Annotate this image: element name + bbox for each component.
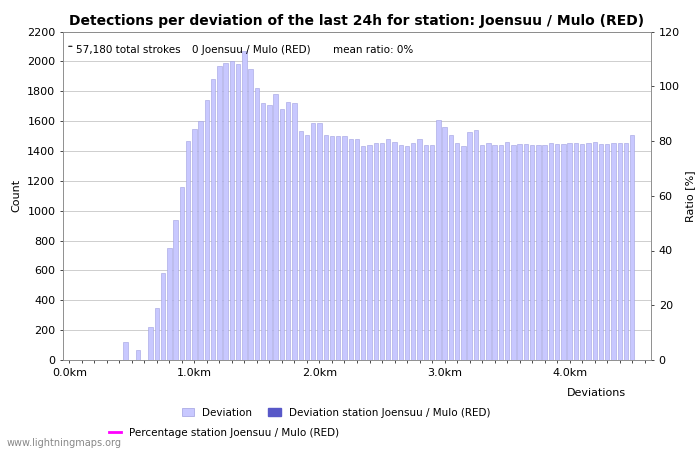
Bar bbox=[624, 143, 628, 360]
Bar bbox=[605, 144, 610, 360]
Bar bbox=[304, 135, 309, 360]
Bar bbox=[186, 141, 190, 360]
Text: www.lightningmaps.org: www.lightningmaps.org bbox=[7, 438, 122, 448]
Bar bbox=[386, 139, 391, 360]
Bar bbox=[280, 109, 284, 360]
Bar bbox=[592, 142, 597, 360]
Bar bbox=[330, 136, 334, 360]
Bar bbox=[398, 145, 403, 360]
Bar bbox=[342, 136, 346, 360]
Bar bbox=[136, 350, 140, 360]
Bar bbox=[617, 143, 622, 360]
Bar bbox=[368, 145, 372, 360]
Bar bbox=[392, 142, 397, 360]
Bar bbox=[574, 143, 578, 360]
Bar bbox=[230, 61, 234, 360]
Bar bbox=[193, 129, 197, 360]
Bar bbox=[455, 143, 459, 360]
Bar bbox=[236, 64, 240, 360]
Bar bbox=[355, 139, 359, 360]
Title: Detections per deviation of the last 24h for station: Joensuu / Mulo (RED): Detections per deviation of the last 24h… bbox=[69, 14, 645, 27]
Bar bbox=[255, 88, 259, 360]
Bar bbox=[274, 94, 278, 360]
Bar bbox=[180, 187, 184, 360]
Bar bbox=[549, 144, 553, 360]
Bar bbox=[461, 146, 466, 360]
Bar bbox=[317, 122, 322, 360]
Bar bbox=[630, 135, 634, 360]
Bar bbox=[598, 144, 603, 360]
Bar bbox=[524, 144, 528, 360]
Bar bbox=[261, 103, 265, 360]
Bar bbox=[361, 146, 365, 360]
Bar bbox=[155, 308, 159, 360]
Bar bbox=[486, 143, 491, 360]
Bar bbox=[449, 135, 453, 360]
Bar bbox=[555, 144, 559, 360]
Bar bbox=[511, 145, 516, 360]
Y-axis label: Count: Count bbox=[12, 179, 22, 212]
Bar bbox=[211, 79, 216, 360]
Bar bbox=[530, 145, 534, 360]
Bar bbox=[311, 122, 316, 360]
Bar bbox=[611, 143, 616, 360]
Bar bbox=[293, 103, 297, 360]
Bar bbox=[267, 105, 272, 360]
Bar bbox=[480, 145, 484, 360]
Bar bbox=[204, 100, 209, 360]
Bar bbox=[430, 145, 434, 360]
Text: mean ratio: 0%: mean ratio: 0% bbox=[333, 45, 414, 54]
Bar bbox=[217, 66, 222, 360]
Bar bbox=[223, 63, 228, 360]
Bar bbox=[161, 274, 165, 360]
Text: Deviations: Deviations bbox=[568, 388, 626, 398]
Bar bbox=[436, 120, 440, 360]
Bar bbox=[561, 144, 566, 360]
Bar bbox=[580, 144, 584, 360]
Bar bbox=[536, 145, 540, 360]
Bar bbox=[417, 139, 421, 360]
Bar bbox=[248, 69, 253, 360]
Bar bbox=[167, 248, 172, 360]
Bar bbox=[323, 135, 328, 360]
Legend: Percentage station Joensuu / Mulo (RED): Percentage station Joensuu / Mulo (RED) bbox=[108, 428, 340, 438]
Bar bbox=[474, 130, 478, 360]
Text: 57,180 total strokes: 57,180 total strokes bbox=[76, 45, 181, 54]
Bar bbox=[349, 139, 353, 360]
Bar bbox=[336, 136, 340, 360]
Bar bbox=[298, 131, 303, 360]
Bar bbox=[568, 143, 572, 360]
Bar bbox=[123, 342, 127, 360]
Bar bbox=[492, 145, 497, 360]
Bar bbox=[442, 127, 447, 360]
Bar bbox=[286, 102, 290, 360]
Bar bbox=[374, 144, 378, 360]
Bar bbox=[505, 142, 510, 360]
Bar bbox=[542, 145, 547, 360]
Y-axis label: Ratio [%]: Ratio [%] bbox=[685, 170, 695, 221]
Bar bbox=[468, 131, 472, 360]
Text: 0 Joensuu / Mulo (RED): 0 Joensuu / Mulo (RED) bbox=[193, 45, 311, 54]
Bar bbox=[424, 145, 428, 360]
Bar bbox=[517, 144, 522, 360]
Bar bbox=[174, 220, 178, 360]
Bar bbox=[380, 143, 384, 360]
Bar bbox=[498, 145, 503, 360]
Bar bbox=[411, 144, 416, 360]
Bar bbox=[405, 146, 409, 360]
Legend: Deviation, Deviation station Joensuu / Mulo (RED): Deviation, Deviation station Joensuu / M… bbox=[181, 408, 491, 418]
Bar bbox=[148, 327, 153, 360]
Bar bbox=[242, 51, 246, 360]
Bar bbox=[198, 121, 203, 360]
Bar bbox=[587, 143, 591, 360]
